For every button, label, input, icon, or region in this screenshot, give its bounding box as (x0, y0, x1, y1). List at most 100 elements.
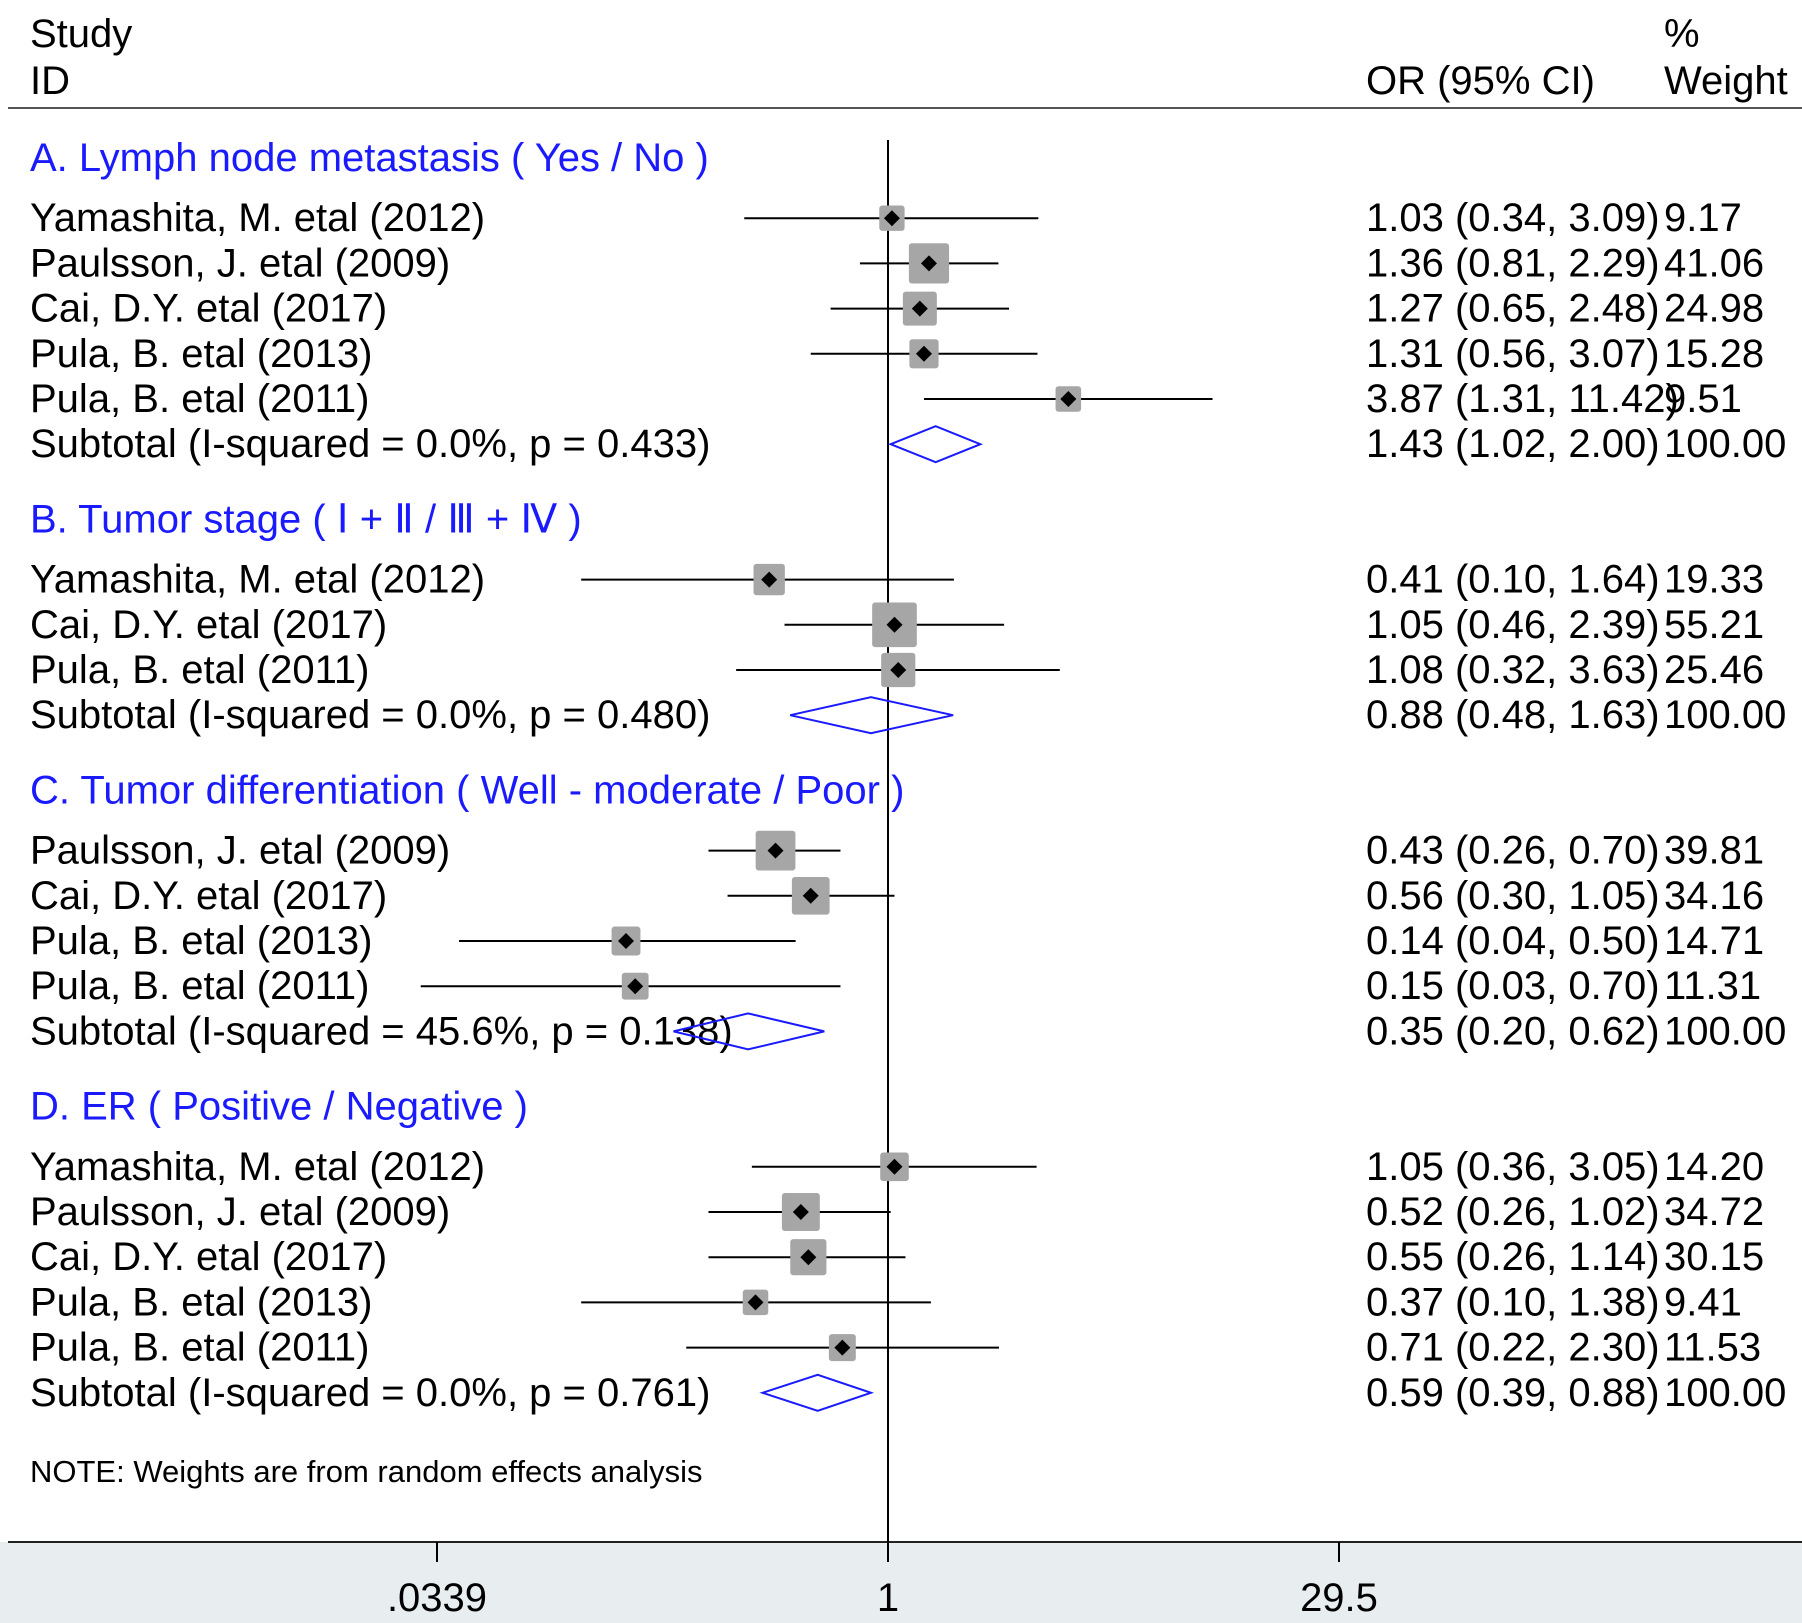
ci-text: 0.37 (0.10, 1.38) (1366, 1280, 1660, 1324)
header-weight-percent: % (1664, 12, 1700, 56)
weight-text: 14.20 (1664, 1145, 1764, 1189)
subtotal-ci-text: 1.43 (1.02, 2.00) (1366, 422, 1660, 466)
point-estimate (886, 616, 903, 633)
ci-text: 3.87 (1.31, 11.42) (1366, 377, 1679, 421)
point-estimate (792, 1204, 809, 1220)
point-estimate (747, 1294, 764, 1311)
study-label: Cai, D.Y. etal (2017) (30, 1235, 387, 1279)
subtotal-weight-text: 100.00 (1664, 422, 1786, 466)
study-label: Paulsson, J. etal (2009) (30, 241, 450, 285)
ci-text: 0.41 (0.10, 1.64) (1366, 558, 1660, 602)
study-label: Paulsson, J. etal (2009) (30, 829, 450, 873)
ci-text: 1.05 (0.46, 2.39) (1366, 603, 1660, 647)
study-label: Cai, D.Y. etal (2017) (30, 603, 387, 647)
ci-text: 0.43 (0.26, 0.70) (1366, 829, 1660, 873)
subtotal-label: Subtotal (I-squared = 45.6%, p = 0.138) (30, 1009, 733, 1053)
point-estimate (915, 345, 932, 362)
subtotal-diamond (673, 1012, 825, 1051)
header-study: Study (30, 12, 132, 56)
note-text: NOTE: Weights are from random effects an… (30, 1454, 703, 1489)
point-estimate (883, 210, 900, 227)
point-estimate (617, 933, 634, 949)
point-estimate (834, 1339, 851, 1356)
group-title: D. ER ( Positive / Negative ) (30, 1085, 528, 1129)
ci-text: 1.03 (0.34, 3.09) (1366, 196, 1660, 240)
x-axis: .0339 1 29.5 (387, 1542, 1378, 1620)
weight-text: 25.46 (1664, 648, 1764, 692)
point-estimate (627, 978, 644, 995)
weight-text: 34.16 (1664, 874, 1764, 918)
ci-text: 0.15 (0.03, 0.70) (1366, 964, 1660, 1008)
header-effect: OR (95% CI) (1366, 59, 1595, 103)
subtotal-label: Subtotal (I-squared = 0.0%, p = 0.433) (30, 422, 710, 466)
point-estimate (761, 571, 778, 588)
weight-text: 34.72 (1664, 1190, 1764, 1234)
weight-text: 39.81 (1664, 829, 1764, 873)
group-title: A. Lymph node metastasis ( Yes / No ) (30, 136, 709, 180)
header-weight: Weight (1664, 59, 1788, 103)
point-estimate (802, 887, 819, 904)
point-estimate (767, 842, 784, 859)
subtotal-label: Subtotal (I-squared = 0.0%, p = 0.480) (30, 693, 710, 737)
point-estimate (886, 1158, 903, 1175)
study-label: Yamashita, M. etal (2012) (30, 196, 485, 240)
subtotal-weight-text: 100.00 (1664, 1371, 1786, 1415)
study-label: Cai, D.Y. etal (2017) (30, 874, 387, 918)
ci-text: 0.14 (0.04, 0.50) (1366, 919, 1660, 963)
weight-text: 24.98 (1664, 287, 1764, 331)
point-estimate (911, 300, 928, 317)
subtotal-diamond (887, 425, 984, 464)
x-tick-label: 1 (877, 1576, 899, 1620)
subtotal-ci-text: 0.35 (0.20, 0.62) (1366, 1009, 1660, 1053)
point-estimate (1060, 391, 1077, 407)
study-label: Pula, B. etal (2013) (30, 1280, 372, 1324)
subtotal-weight-text: 100.00 (1664, 693, 1786, 737)
ci-text: 1.08 (0.32, 3.63) (1366, 648, 1660, 692)
weight-text: 9.17 (1664, 196, 1742, 240)
study-label: Pula, B. etal (2013) (30, 332, 372, 376)
weight-text: 11.31 (1664, 964, 1761, 1008)
subtotal-ci-text: 0.88 (0.48, 1.63) (1366, 693, 1660, 737)
axis-band (0, 1542, 1802, 1623)
point-estimate (920, 255, 937, 272)
weight-text: 9.51 (1664, 377, 1742, 421)
study-label: Pula, B. etal (2011) (30, 648, 369, 692)
ci-text: 0.56 (0.30, 1.05) (1366, 874, 1660, 918)
weight-text: 15.28 (1664, 332, 1764, 376)
ci-text: 0.52 (0.26, 1.02) (1366, 1190, 1660, 1234)
forest-rows: A. Lymph node metastasis ( Yes / No ) Yam… (30, 136, 1786, 1415)
ci-text: 1.27 (0.65, 2.48) (1366, 287, 1660, 331)
weight-text: 11.53 (1664, 1326, 1761, 1370)
study-label: Pula, B. etal (2011) (30, 964, 369, 1008)
subtotal-ci-text: 0.59 (0.39, 0.88) (1366, 1371, 1660, 1415)
weight-text: 14.71 (1664, 919, 1764, 963)
ci-text: 0.71 (0.22, 2.30) (1366, 1326, 1660, 1370)
point-estimate (890, 662, 907, 678)
x-tick-label: .0339 (387, 1576, 487, 1620)
subtotal-diamond (759, 1373, 875, 1412)
weight-text: 41.06 (1664, 241, 1764, 285)
weight-text: 30.15 (1664, 1235, 1764, 1279)
ci-text: 1.05 (0.36, 3.05) (1366, 1145, 1660, 1189)
subtotal-weight-text: 100.00 (1664, 1009, 1786, 1053)
study-label: Pula, B. etal (2013) (30, 919, 372, 963)
subtotal-diamond (789, 696, 954, 735)
study-label: Pula, B. etal (2011) (30, 377, 369, 421)
group-title: C. Tumor differentiation ( Well - modera… (30, 768, 904, 812)
study-label: Paulsson, J. etal (2009) (30, 1190, 450, 1234)
point-estimate (800, 1249, 817, 1266)
ci-text: 0.55 (0.26, 1.14) (1366, 1235, 1660, 1279)
x-tick-label: 29.5 (1300, 1576, 1378, 1620)
weight-text: 9.41 (1664, 1280, 1742, 1324)
study-label: Yamashita, M. etal (2012) (30, 558, 485, 602)
study-label: Cai, D.Y. etal (2017) (30, 287, 387, 331)
header-id: ID (30, 59, 70, 103)
weight-text: 19.33 (1664, 558, 1764, 602)
ci-text: 1.31 (0.56, 3.07) (1366, 332, 1660, 376)
weight-text: 55.21 (1664, 603, 1764, 647)
subtotal-label: Subtotal (I-squared = 0.0%, p = 0.761) (30, 1371, 710, 1415)
ci-text: 1.36 (0.81, 2.29) (1366, 241, 1660, 285)
study-label: Yamashita, M. etal (2012) (30, 1145, 485, 1189)
group-title: B. Tumor stage ( Ⅰ + Ⅱ / Ⅲ + Ⅳ ) (30, 497, 582, 541)
